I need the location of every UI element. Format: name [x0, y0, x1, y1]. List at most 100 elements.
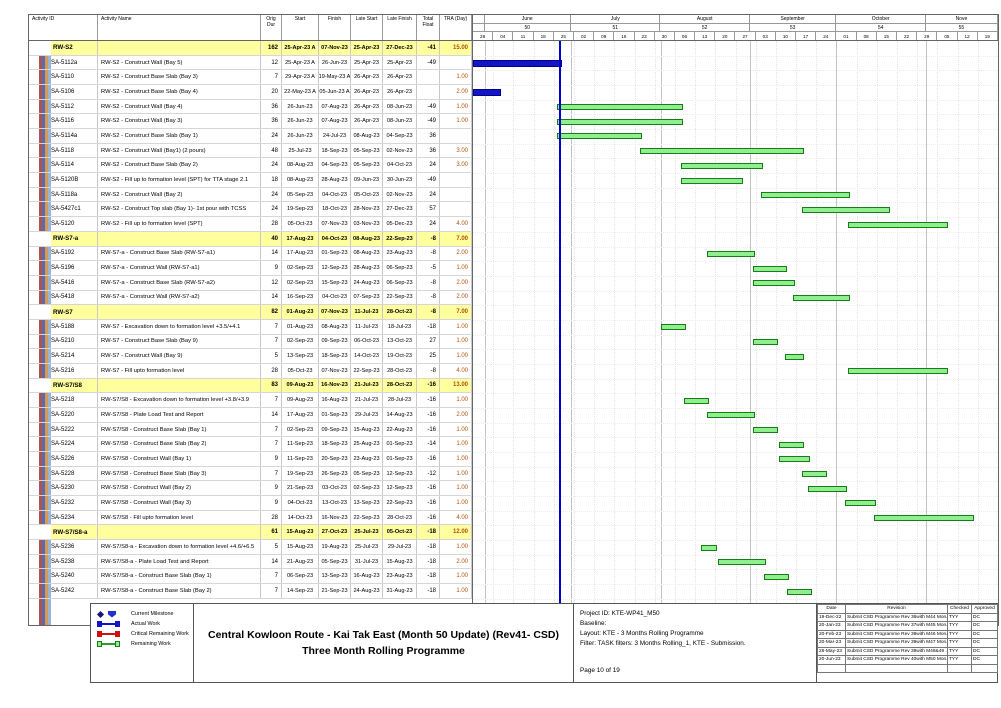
week-gridline [796, 41, 798, 625]
cell: 04-Oct-23 [383, 158, 417, 173]
baseline: Baseline: [580, 619, 607, 627]
remaining-work-bar [680, 177, 744, 184]
cell: 26-Sep-23 [319, 466, 351, 481]
cell: 04-Oct-23 [282, 496, 319, 510]
cell: SA-5120B [29, 173, 98, 187]
table-row: SA-5120 RW-S2 - Fill up to formation leve… [29, 217, 472, 232]
week-gridline [775, 41, 777, 625]
cell: -8 [417, 246, 440, 261]
remaining-work-bar [706, 250, 755, 257]
week-gridline [513, 41, 515, 625]
table-row: SA-5416 RW-S7-a - Construct Base Slab (RW… [29, 275, 472, 291]
cell: RW-S2 - Fill up to formation level (SPT)… [98, 173, 261, 187]
cell: 07-Aug-23 [319, 114, 351, 129]
summary-row: RW-S7/S8 83 09-Aug-23 16-Nov-23 21-Jul-23 28-… [29, 378, 472, 394]
row-gridline [473, 305, 998, 307]
cell: 08-Aug-23 [351, 129, 383, 143]
cell: 12.00 [440, 525, 472, 540]
row-gridline [473, 437, 998, 439]
cell: 01-Sep-23 [319, 246, 351, 261]
cell: 26-Jun-23 [282, 129, 319, 143]
revision-header-row: Date Revision Checked Approved [817, 604, 998, 614]
cell: -49 [417, 99, 440, 114]
remaining-work-bar [660, 324, 686, 331]
cell: RW-S7/S8 - Construct Base Slab (Bay 1) [98, 422, 261, 437]
cell: 27-Dec-23 [383, 41, 417, 55]
cell [440, 129, 472, 143]
legend-label: Actual Work [131, 621, 160, 627]
remaining-work-bar [793, 294, 850, 301]
cell: SA-5118 [29, 143, 98, 158]
cell: 11-Jul-23 [351, 319, 383, 334]
cell: SA-5220 [29, 408, 98, 422]
column-header: Activity ID [29, 15, 98, 40]
cell: 04-Oct-23 [319, 187, 351, 202]
bar-cap [115, 641, 120, 647]
cell: RW-S7 - Construct Base Slab (Bay 9) [98, 334, 261, 349]
month-gridline [660, 41, 662, 625]
week-cell: 11 [513, 32, 534, 40]
cell: 24 [417, 158, 440, 173]
cell: 13-Oct-23 [319, 496, 351, 510]
timeline-weeks-row: 28 04 11 18 25 02 09 16 23 30 06 13 20 27 03 10 17 24 01 08… [473, 32, 998, 41]
cell: 09-Sep-23 [319, 334, 351, 349]
cell: -18 [417, 540, 440, 554]
revision-cell: TYY [947, 655, 972, 665]
week-cell: 12 [958, 32, 978, 40]
cell: RW-S7/S8 - Plate Load Test and Report [98, 408, 261, 422]
cell: 26-Jun-23 [282, 114, 319, 129]
cell: 26-Apr-23 [351, 85, 383, 99]
cell: -18 [417, 525, 440, 540]
cell: 23-Aug-23 [351, 452, 383, 466]
table-row: SA-5236 RW-S7/S8-a - Excavation down to f… [29, 540, 472, 555]
cell: 28-Oct-23 [383, 363, 417, 378]
cell: 28-Aug-23 [319, 173, 351, 187]
week-cell: 09 [594, 32, 615, 40]
cell: 21-Jul-23 [351, 378, 383, 393]
cell: 09-Aug-23 [282, 378, 319, 393]
cell: 48 [261, 143, 282, 158]
week-gridline [695, 41, 697, 625]
cell: 1.00 [440, 437, 472, 452]
cell: 15.00 [440, 41, 472, 55]
revision-cell [971, 663, 998, 673]
month-gridline [836, 41, 838, 625]
table-row: SA-5196 RW-S7-a - Construct Wall (RW-S7-a… [29, 261, 472, 276]
cell: 13-Oct-23 [383, 334, 417, 349]
week-cell: 29 [917, 32, 938, 40]
page-number: Page 10 of 19 [580, 667, 620, 675]
revision-cell: DC [971, 621, 998, 631]
month-cell [473, 15, 485, 24]
bar-mid [102, 643, 115, 645]
table-row: SA-5118 RW-S2 - Construct Wall (Bay1) (2 … [29, 143, 472, 159]
cell: 20 [261, 85, 282, 99]
cell: RW-S7-a - Construct Wall (RW-S7-a1) [98, 261, 261, 275]
cell: 05-Oct-23 [282, 217, 319, 231]
row-gridline [473, 466, 998, 468]
cell: RW-S7 [29, 305, 98, 319]
month-gridline [749, 41, 751, 625]
cell: 25-Jul-23 [351, 525, 383, 540]
week-cell: 01 [836, 32, 857, 40]
bar-cap [97, 641, 102, 647]
cell: RW-S7/S8-a - Excavation down to formatio… [98, 540, 261, 554]
cell: RW-S2 - Construct Base Slab (Bay 2) [98, 158, 261, 173]
cell: -5 [417, 261, 440, 275]
cell: 21-Jul-23 [351, 393, 383, 407]
cell [98, 231, 261, 246]
cell: 14-Oct-23 [351, 349, 383, 363]
cell: 29-Apr-23 A [282, 70, 319, 85]
cell: -16 [417, 481, 440, 496]
cell: 22-May-23 A [282, 85, 319, 99]
cell: 12-Sep-23 [383, 481, 417, 496]
table-row: SA-5418 RW-S7-a - Construct Wall (RW-S7-a… [29, 290, 472, 306]
cell: 08-Jun-23 [383, 99, 417, 114]
cell: -18 [417, 584, 440, 598]
week-cell: 17 [796, 32, 817, 40]
month-number-cell: 55 [925, 24, 998, 32]
cell: 2.00 [440, 85, 472, 99]
week-gridline [715, 41, 717, 625]
cell: RW-S7 - Construct Wall (Bay 9) [98, 349, 261, 363]
revision-cell: Submit CSD Programme Rev 39with M48&49 .… [845, 646, 948, 656]
